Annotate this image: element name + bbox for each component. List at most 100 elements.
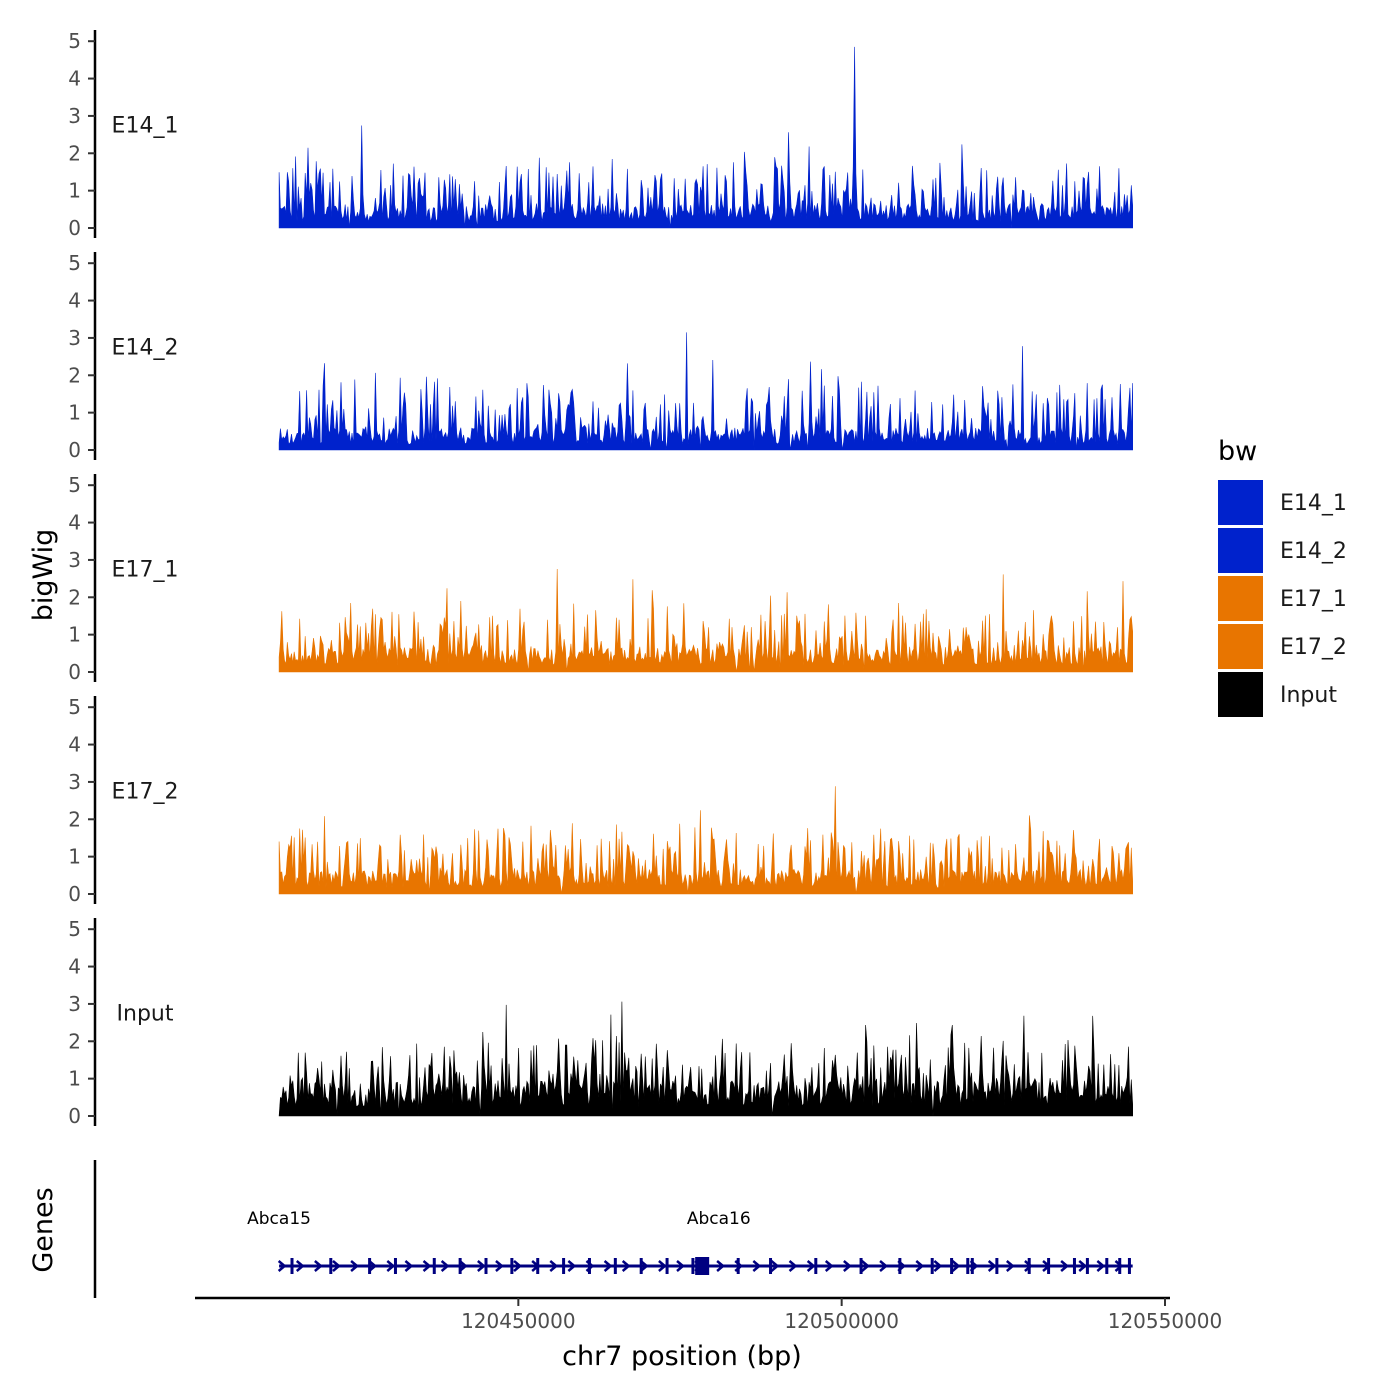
strand-arrow [915, 1260, 925, 1272]
strand-arrow [495, 1260, 504, 1272]
signal-area-E17_2 [278, 786, 1133, 895]
exon [736, 1258, 740, 1274]
gene-label: Abca16 [687, 1209, 751, 1229]
strand-arrow [531, 1260, 541, 1272]
track-label-E14_1: E14_1 [112, 114, 179, 139]
exon [930, 1258, 934, 1274]
strand-arrow [1096, 1260, 1106, 1272]
strand-arrow [969, 1260, 979, 1272]
y-tick-label: 2 [68, 585, 81, 609]
y-tick-label: 4 [68, 511, 81, 535]
strand-arrow [585, 1260, 595, 1272]
signal-area-Input [278, 1001, 1133, 1117]
legend: bw E14_1 E14_2 E17_1 E17_2 Input [1218, 436, 1347, 717]
exon [995, 1258, 999, 1274]
track-label-E17_2: E17_2 [112, 780, 179, 805]
gene-Abca16: Abca16 [687, 1209, 1133, 1274]
strand-arrow [861, 1260, 870, 1272]
y-axis-title: bigWig [28, 529, 59, 622]
strand-arrow [1024, 1260, 1033, 1272]
exon [329, 1258, 333, 1274]
gene-exon-cluster [695, 1257, 710, 1275]
strand-arrow [987, 1260, 997, 1272]
strand-arrow [770, 1260, 780, 1272]
strand-arrow [824, 1260, 834, 1272]
strand-arrow [621, 1260, 631, 1272]
y-tick-label: 3 [68, 326, 81, 350]
y-tick-label: 1 [68, 179, 81, 203]
signal-area-E14_1 [278, 46, 1133, 229]
y-tick-label: 3 [68, 548, 81, 572]
legend-label-E14_2: E14_2 [1280, 539, 1347, 564]
y-tick-label: 3 [68, 992, 81, 1016]
strand-arrow [1060, 1260, 1070, 1272]
legend-label-E17_2: E17_2 [1280, 635, 1347, 660]
y-tick-label: 3 [68, 770, 81, 794]
strand-arrow [676, 1260, 685, 1272]
exon [1127, 1258, 1131, 1274]
legend-key-E17_2 [1218, 624, 1263, 669]
strand-arrow [422, 1260, 432, 1272]
strand-arrow [314, 1260, 323, 1272]
x-tick-label: 120450000 [461, 1309, 576, 1333]
x-axis-title: chr7 position (bp) [562, 1341, 802, 1372]
strand-arrow [440, 1260, 450, 1272]
strand-arrow [658, 1260, 667, 1272]
strand-arrow [734, 1260, 744, 1272]
track-label-E14_2: E14_2 [112, 336, 179, 361]
y-tick-label: 5 [68, 473, 81, 497]
y-tick-label: 1 [68, 1067, 81, 1091]
y-tick-label: 1 [68, 845, 81, 869]
strand-arrow [603, 1260, 613, 1272]
exon [1105, 1258, 1109, 1274]
strand-arrow [549, 1260, 559, 1272]
y-tick-label: 5 [68, 695, 81, 719]
track-label-Input: Input [117, 1002, 174, 1027]
exon [484, 1258, 488, 1274]
strand-arrow [368, 1260, 378, 1272]
track-E17_2: 0 1 2 3 4 5 E17_2 [68, 695, 1133, 906]
strand-arrow [1078, 1260, 1088, 1272]
strand-arrow [458, 1260, 468, 1272]
legend-label-E17_1: E17_1 [1280, 587, 1347, 612]
exon [691, 1258, 695, 1274]
y-tick-label: 4 [68, 67, 81, 91]
track-E14_1: 0 1 2 3 4 5 E14_1 [68, 29, 1133, 240]
legend-key-E14_1 [1218, 480, 1263, 525]
strand-arrow [639, 1260, 649, 1272]
exon [613, 1258, 617, 1274]
exon [393, 1258, 397, 1274]
legend-title: bw [1218, 436, 1257, 467]
signal-area-E17_1 [278, 568, 1133, 673]
strand-arrow [386, 1260, 396, 1272]
bigwig-tracks: 0 1 2 3 4 5 E14_1 0 1 2 3 4 5 E14_2 0 1 2 3 4 5 E17_1 0 1 2 3 4 5 E… [68, 29, 1133, 1128]
strand-arrow [567, 1260, 577, 1272]
exon [950, 1258, 954, 1274]
y-tick-label: 0 [68, 882, 81, 906]
x-axis: 120450000 120500000 120550000 [195, 1296, 1222, 1333]
strand-arrow [879, 1260, 889, 1272]
gene-Abca15: Abca15 [247, 1209, 706, 1274]
strand-arrow [752, 1260, 762, 1272]
exon [1085, 1258, 1089, 1274]
strand-arrow [332, 1260, 341, 1272]
exon [562, 1258, 566, 1274]
strand-arrow [1005, 1260, 1015, 1272]
y-tick-label: 0 [68, 1104, 81, 1128]
strand-arrow [350, 1260, 360, 1272]
legend-key-E14_2 [1218, 528, 1263, 573]
strand-arrow [806, 1260, 816, 1272]
y-tick-label: 0 [68, 660, 81, 684]
y-tick-label: 5 [68, 29, 81, 53]
exon [665, 1258, 669, 1274]
legend-key-Input [1218, 672, 1263, 717]
strand-arrow [404, 1260, 414, 1272]
strand-arrow [513, 1260, 522, 1272]
y-tick-label: 2 [68, 807, 81, 831]
y-tick-label: 2 [68, 141, 81, 165]
exon [432, 1258, 436, 1274]
exon [368, 1258, 372, 1274]
y-tick-label: 4 [68, 733, 81, 757]
y-tick-label: 2 [68, 363, 81, 387]
